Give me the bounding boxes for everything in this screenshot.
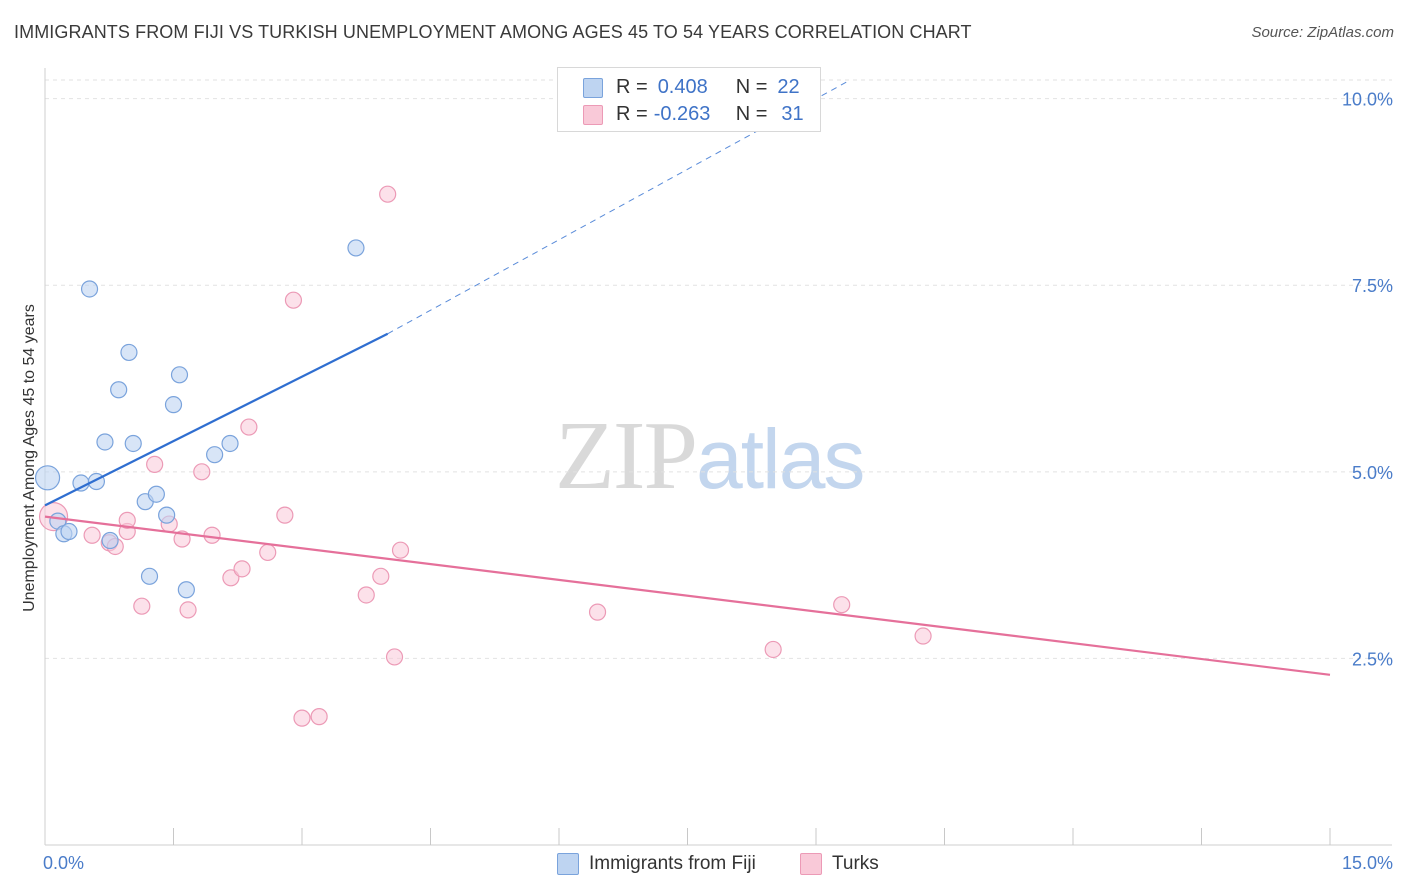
legend-r-label: R = xyxy=(616,102,648,125)
turks-point xyxy=(276,506,294,524)
fiji-point xyxy=(34,465,61,491)
turks-point xyxy=(193,463,211,481)
turks-trend-line xyxy=(44,515,1331,676)
fiji-point xyxy=(120,343,138,362)
fiji-point xyxy=(347,239,365,257)
turks-point xyxy=(179,601,197,619)
legend-n-label: N = xyxy=(735,102,768,125)
turks-point xyxy=(588,603,607,621)
turks-point xyxy=(372,567,390,585)
fiji-point xyxy=(60,522,78,541)
watermark: ZIPatlas xyxy=(555,400,865,512)
turks-point xyxy=(83,526,101,544)
legend-row-fiji: R = 0.408 N = 22 xyxy=(616,75,800,99)
watermark-zip: ZIP xyxy=(555,402,698,510)
fiji-trend-line xyxy=(44,332,389,507)
turks-point xyxy=(833,596,851,614)
fiji-point xyxy=(140,567,159,585)
turks-point xyxy=(222,569,240,587)
turks-point xyxy=(203,526,221,544)
fiji-point xyxy=(164,396,183,414)
legend-n-label: N = xyxy=(735,75,768,98)
turks-point xyxy=(379,185,397,203)
fiji-point xyxy=(158,506,176,524)
turks-point xyxy=(293,709,311,727)
fiji-point xyxy=(96,433,114,451)
x-tick-label: 0.0% xyxy=(43,853,84,873)
chart-title: IMMIGRANTS FROM FIJI VS TURKISH UNEMPLOY… xyxy=(14,22,972,42)
legend-r-value-turks: -0.263 xyxy=(653,102,711,125)
fiji-point xyxy=(72,474,90,492)
fiji-point xyxy=(124,434,142,453)
legend-n-value-fiji: 22 xyxy=(777,75,800,98)
turks-point xyxy=(310,708,328,726)
y-tick-label: 2.5% xyxy=(1352,649,1393,669)
turks-point xyxy=(118,511,136,529)
bottom-legend-turks: Turks xyxy=(800,852,879,876)
turks-point xyxy=(764,640,782,659)
legend-n-value-turks: 31 xyxy=(781,102,804,125)
legend-swatch-fiji xyxy=(583,78,603,98)
legend-swatch-turks xyxy=(583,105,603,125)
bottom-legend-label-turks: Turks xyxy=(832,853,879,874)
fiji-point xyxy=(206,446,224,464)
x-tick-label: 15.0% xyxy=(1342,853,1393,873)
turks-point xyxy=(284,291,303,309)
fiji-point xyxy=(177,581,195,599)
fiji-point xyxy=(80,280,99,298)
turks-point xyxy=(914,627,932,645)
fiji-point xyxy=(101,531,119,550)
legend-row-turks: R = -0.263 N = 31 xyxy=(616,102,804,126)
fiji-point xyxy=(221,434,239,453)
turks-point xyxy=(133,597,151,615)
watermark-atlas: atlas xyxy=(696,412,865,506)
fiji-point xyxy=(170,366,189,384)
legend-r-value-fiji: 0.408 xyxy=(657,75,708,98)
turks-point xyxy=(240,418,258,436)
y-tick-label: 7.5% xyxy=(1352,276,1393,296)
turks-point xyxy=(391,541,410,559)
turks-point xyxy=(259,543,277,562)
fiji-point xyxy=(147,485,165,503)
fiji-point xyxy=(110,381,128,399)
correlation-legend: R = 0.408 N = 22 R = -0.263 N = 31 xyxy=(557,67,821,132)
turks-point xyxy=(357,586,375,604)
bottom-legend-swatch-turks xyxy=(800,853,822,875)
turks-point xyxy=(146,455,164,473)
bottom-legend-label-fiji: Immigrants from Fiji xyxy=(589,853,756,874)
source-label: Source: ZipAtlas.com xyxy=(1251,24,1394,41)
turks-point xyxy=(233,560,251,578)
bottom-legend-swatch-fiji xyxy=(557,853,579,875)
legend-r-label: R = xyxy=(616,75,648,98)
bottom-legend-fiji: Immigrants from Fiji xyxy=(557,852,756,876)
turks-point xyxy=(385,648,404,666)
y-tick-label: 5.0% xyxy=(1352,463,1393,483)
y-tick-label: 10.0% xyxy=(1342,90,1393,110)
